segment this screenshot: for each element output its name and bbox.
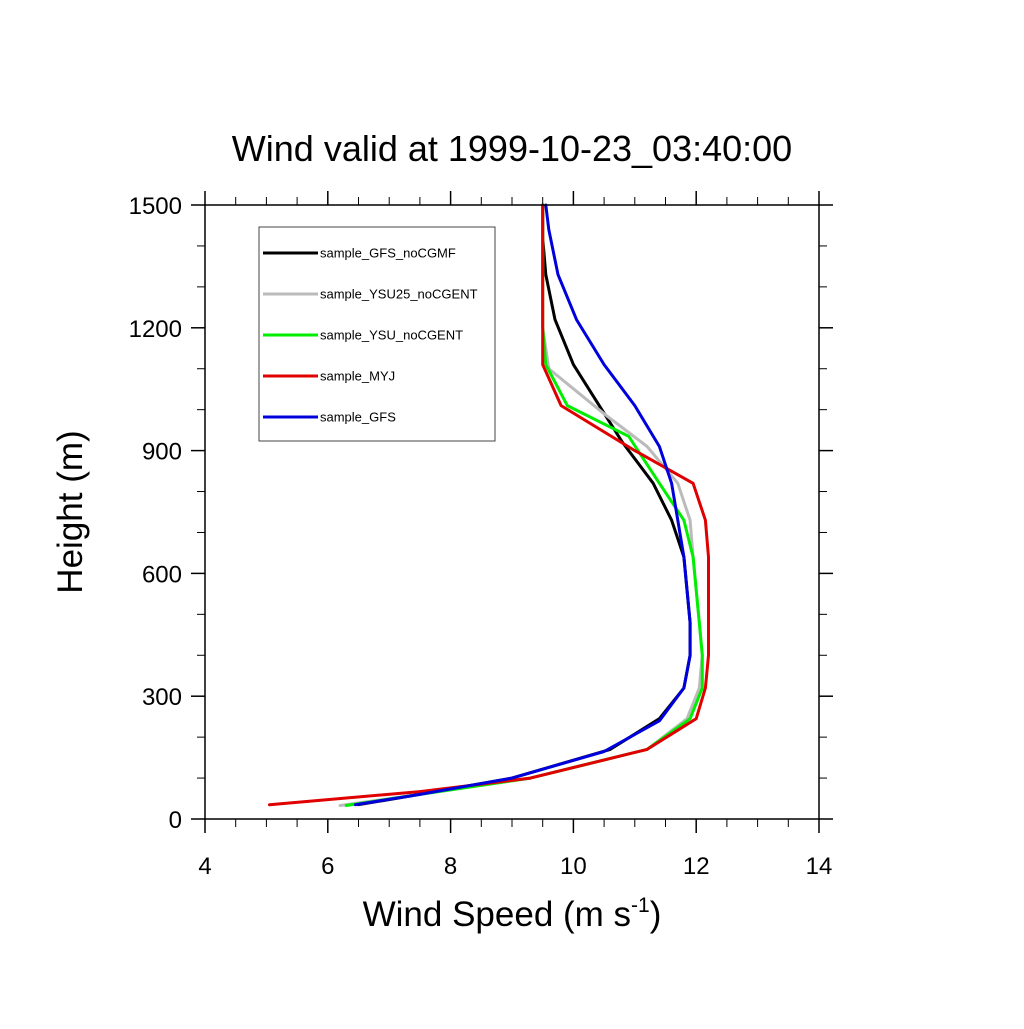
x-tick-label: 8 bbox=[444, 853, 457, 880]
x-tick-label: 10 bbox=[560, 853, 587, 880]
legend-label-5: sample_GFS bbox=[320, 410, 396, 425]
y-tick-label: 1200 bbox=[129, 316, 182, 343]
x-axis-label: Wind Speed (m s-1) bbox=[363, 894, 662, 934]
y-tick-label: 300 bbox=[142, 684, 182, 711]
x-tick-label: 12 bbox=[683, 853, 710, 880]
y-tick-label: 900 bbox=[142, 439, 182, 466]
legend-label-4: sample_MYJ bbox=[320, 369, 395, 384]
series-line-5 bbox=[353, 203, 692, 807]
y-tick-label: 600 bbox=[142, 561, 182, 588]
legend-label-3: sample_YSU_noCGENT bbox=[320, 328, 463, 343]
y-axis-label: Height (m) bbox=[51, 430, 90, 593]
y-tick-label: 0 bbox=[169, 807, 182, 834]
x-tick-label: 4 bbox=[198, 853, 211, 880]
series-line-4 bbox=[268, 203, 710, 807]
y-tick-label: 1500 bbox=[129, 193, 182, 220]
series-layer bbox=[268, 203, 710, 807]
legend-label-2: sample_YSU25_noCGENT bbox=[320, 287, 478, 302]
tick-label-layer: 4 6 8 10 12 14 0 300 600 900 1200 1500 bbox=[129, 193, 833, 880]
legend-label-1: sample_GFS_noCGMF bbox=[320, 246, 456, 261]
tick-layer bbox=[191, 191, 833, 833]
x-tick-label: 6 bbox=[321, 853, 334, 880]
x-tick-label: 14 bbox=[806, 853, 833, 880]
legend: sample_GFS_noCGMF sample_YSU25_noCGENTsam… bbox=[258, 226, 496, 442]
chart-title: Wind valid at 1999-10-23_03:40:00 bbox=[232, 128, 792, 169]
